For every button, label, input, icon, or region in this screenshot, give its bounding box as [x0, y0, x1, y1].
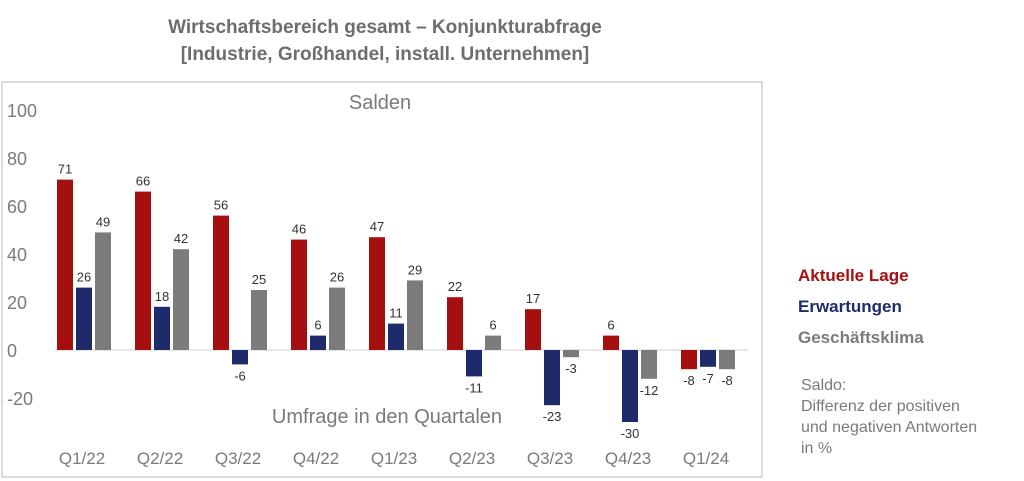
plot-frame	[1, 81, 763, 478]
legend-label-erwartungen: Erwartungen	[798, 297, 902, 316]
bar	[681, 350, 697, 370]
bar	[232, 350, 248, 365]
bar	[135, 191, 151, 350]
bar	[95, 232, 111, 350]
bar	[544, 350, 560, 406]
y-tick-label: -20	[7, 389, 33, 409]
bar-value-label: -12	[640, 383, 659, 398]
bar-value-label: 18	[155, 289, 169, 304]
bar-value-label: -23	[543, 409, 562, 424]
bar-value-label: 25	[252, 272, 266, 287]
x-axis-label: Umfrage in den Quartalen	[272, 406, 502, 428]
y-tick-label: 80	[7, 149, 27, 169]
bar-value-label: -8	[721, 373, 733, 388]
bar-value-label: -3	[565, 361, 577, 376]
saldo-note-line-3: und negativen Antworten	[801, 419, 978, 436]
bar	[466, 350, 482, 377]
bar-value-label: -30	[621, 426, 640, 441]
bar-value-label: 11	[389, 306, 403, 321]
chart-title-line-2: [Industrie, Großhandel, install. Unterne…	[180, 44, 590, 65]
bar-value-label: 17	[526, 291, 540, 306]
x-tick-label: Q1/23	[371, 449, 417, 468]
y-tick-label: 100	[7, 101, 37, 121]
y-tick-label: 20	[7, 293, 27, 313]
bar-value-label: -11	[465, 380, 483, 395]
saldo-note-line-4: in %	[801, 440, 833, 457]
chart-title: Wirtschaftsbereich gesamt – Konjunkturab…	[0, 14, 770, 68]
bar	[719, 350, 735, 370]
x-tick-label: Q3/23	[527, 449, 573, 468]
bar-value-label: 46	[292, 222, 306, 237]
saldo-note-line-2: Differenz der positiven	[801, 398, 960, 415]
x-tick-label: Q1/24	[683, 449, 729, 468]
saldo-note: Saldo: Differenz der positiven und negat…	[801, 375, 977, 459]
bar	[154, 306, 170, 350]
bar	[525, 309, 541, 350]
bar	[57, 179, 73, 350]
bar	[563, 350, 579, 358]
bar	[329, 287, 345, 350]
bar	[369, 237, 385, 350]
bar-value-label: 6	[607, 318, 614, 333]
bar-value-label: 66	[136, 174, 150, 189]
bar	[291, 239, 307, 350]
bar-value-label: 42	[174, 231, 188, 246]
legend-label-geschaeftsklima: Geschäftsklima	[798, 328, 924, 347]
legend-item-aktuelle-lage: Aktuelle Lage	[798, 266, 909, 286]
bar	[407, 280, 423, 350]
bar-value-label: 6	[314, 318, 321, 333]
bar	[485, 335, 501, 350]
x-tick-label: Q4/22	[293, 449, 339, 468]
x-tick-label: Q2/23	[449, 449, 495, 468]
y-tick-label: 60	[7, 197, 27, 217]
bar-value-label: 47	[370, 219, 384, 234]
bar-value-label: 26	[77, 270, 91, 285]
x-tick-label: Q2/22	[137, 449, 183, 468]
bar	[213, 215, 229, 350]
bar	[603, 335, 619, 350]
bar	[388, 323, 404, 350]
bar	[173, 249, 189, 350]
bar	[251, 290, 267, 350]
bar-value-label: 56	[214, 198, 228, 213]
y-tick-label: 40	[7, 245, 27, 265]
x-tick-label: Q3/22	[215, 449, 261, 468]
bar-value-label: 71	[58, 162, 72, 177]
x-tick-label: Q1/22	[59, 449, 105, 468]
legend-label-aktuelle-lage: Aktuelle Lage	[798, 266, 909, 285]
bar-value-label: 26	[330, 270, 344, 285]
bar-value-label: 49	[96, 214, 110, 229]
bar	[700, 350, 716, 367]
y-tick-label: 0	[7, 341, 17, 361]
bar-value-label: 6	[489, 318, 496, 333]
bar-value-label: 22	[448, 279, 462, 294]
bar	[76, 287, 92, 350]
legend-item-geschaeftsklima: Geschäftsklima	[798, 328, 924, 348]
bar	[447, 297, 463, 350]
chart-title-line-1: Wirtschaftsbereich gesamt – Konjunkturab…	[168, 17, 602, 38]
y-axis-label: Salden	[349, 92, 411, 114]
legend-item-erwartungen: Erwartungen	[798, 297, 902, 317]
bar-value-label: -8	[683, 373, 695, 388]
bar	[641, 350, 657, 379]
saldo-note-line-1: Saldo:	[801, 377, 847, 394]
x-tick-label: Q4/23	[605, 449, 651, 468]
bar-value-label: 29	[408, 262, 422, 277]
bar-value-label: -7	[702, 371, 714, 386]
bar	[622, 350, 638, 422]
bar-value-label: -6	[234, 368, 246, 383]
bar	[310, 335, 326, 350]
